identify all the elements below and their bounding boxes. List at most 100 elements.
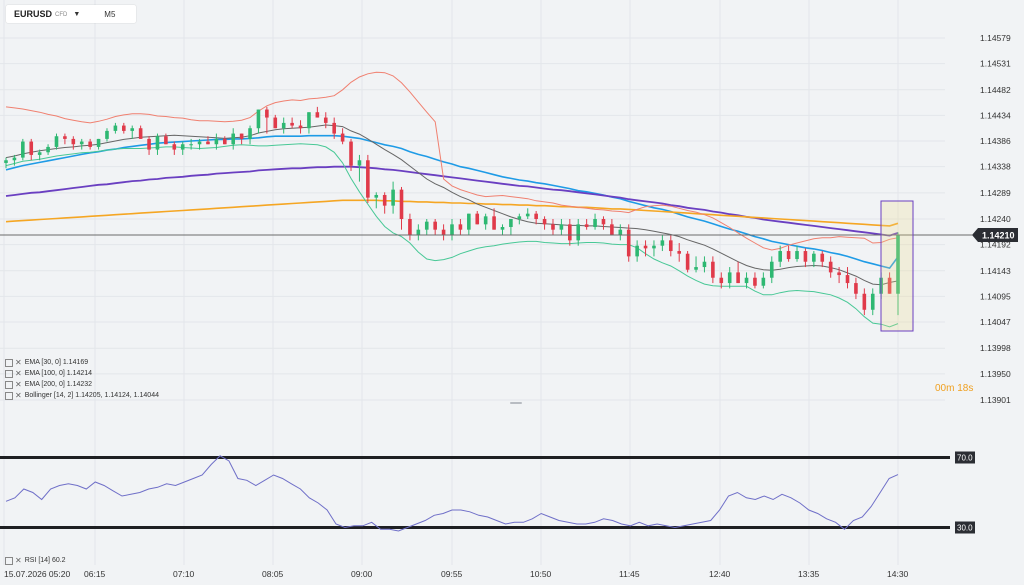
close-icon[interactable]: ✕ [15,358,22,367]
candle-body [660,240,665,246]
price-tick-label: 1.13901 [980,395,1011,405]
candle-body [340,133,345,142]
time-tick-label: 11:45 [619,569,640,579]
current-price-tag [972,228,1018,243]
candle-body [812,253,816,262]
candle-body [458,224,463,230]
time-tick-label: 06:15 [84,569,106,579]
indicator-ema200[interactable]: ✕ EMA [200, 0] 1.14232 [5,379,159,390]
time-tick-label: 09:00 [351,569,373,579]
indicator-line-bollinger-lower [5,143,899,328]
candle-body [37,152,42,155]
settings-icon[interactable] [5,556,13,565]
price-tick-label: 1.14434 [980,110,1011,120]
candle-body [820,253,825,262]
time-tick-label: 12:40 [709,569,731,579]
candle-body [643,245,648,249]
candle-body [399,189,404,219]
symbol-toolbar[interactable]: EURUSD CFD ▼ M5 [6,5,136,23]
settings-icon[interactable] [5,380,13,389]
selection-box [880,200,914,332]
close-icon[interactable]: ✕ [15,369,22,378]
candle-body [845,275,850,284]
candle-body [668,240,673,252]
candle-body [105,130,109,139]
candle-body [332,122,336,134]
rsi-pane: 70.0 30.0 [0,451,975,534]
time-tick-label: 15.07.2026 05:20 [4,569,70,579]
timeframe-selector[interactable]: M5 [104,9,116,19]
candle-body [265,109,269,118]
price-tick-label: 1.13950 [980,369,1011,379]
pane-resize-handle[interactable] [510,402,522,404]
candle-body [424,221,429,230]
rsi-label-text: RSI [14] 60.2 [24,557,66,564]
candle-body [290,122,294,126]
candle-body [500,227,505,230]
time-tick-label: 09:55 [441,569,463,579]
price-tick-label: 1.14386 [980,136,1011,146]
candle-body [4,160,8,163]
candle-body [323,117,328,123]
candle-body [870,293,875,310]
candle-body [753,277,757,286]
indicator-ema100[interactable]: ✕ EMA [100, 0] 1.14214 [5,368,159,379]
close-icon[interactable]: ✕ [15,380,22,389]
candle-body [416,229,421,236]
settings-icon[interactable] [5,358,13,367]
price-tick-label: 1.14531 [980,59,1011,69]
candle-body [483,216,488,225]
candle-body [862,293,867,310]
candle-body [79,141,84,145]
candle-countdown: 00m 18s [935,383,974,394]
indicator-line-bollinger-mid [5,124,899,286]
candle-body [189,144,193,146]
candle-body [248,128,252,139]
candle-body [366,160,370,198]
time-tick-label: 10:50 [530,569,552,579]
candle-body [626,229,631,257]
close-icon[interactable]: ✕ [15,556,22,565]
candle-body [685,253,690,270]
candle-body [702,261,707,268]
candle-body [147,138,151,150]
candle-body [88,141,92,147]
candle-body [172,144,177,150]
price-tick-label: 1.14579 [980,33,1011,43]
candle-body [694,267,698,270]
indicator-ema30[interactable]: ✕ EMA [30, 0] 1.14169 [5,357,159,368]
rsi-legend[interactable]: ✕ RSI [14] 60.2 [5,556,66,565]
candle-body [315,112,320,118]
candle-body [307,112,311,129]
candle-body [467,213,471,230]
rsi-level-tag [955,451,975,464]
symbol-label[interactable]: EURUSD [14,9,53,19]
time-tick-label: 14:30 [887,569,909,579]
candle-body [534,213,538,219]
candle-body [551,224,555,230]
candle-body [63,136,67,139]
candle-body [54,136,59,147]
candle-body [896,235,900,294]
candle-body [214,138,219,145]
candle-body [374,194,379,198]
price-tick-label: 1.14240 [980,214,1011,224]
candle-body [778,251,782,262]
candle-body [795,251,799,260]
settings-icon[interactable] [5,369,13,378]
candle-body [231,133,236,145]
candle-body [525,213,530,217]
settings-icon[interactable] [5,391,13,400]
overlay: 1.14210 [0,200,1018,332]
indicator-bollinger[interactable]: ✕ Bollinger [14, 2] 1.14205, 1.14124, 1.1… [5,390,159,401]
candle-body [887,277,892,294]
chevron-down-icon[interactable]: ▼ [73,10,81,18]
close-icon[interactable]: ✕ [15,391,22,400]
time-tick-label: 08:05 [262,569,284,579]
time-tick-label: 13:35 [798,569,820,579]
candle-body [761,277,766,286]
indicator-legend: ✕ EMA [30, 0] 1.14169 ✕ EMA [100, 0] 1.142… [5,357,159,401]
candles[interactable] [4,106,900,316]
candle-body [281,122,286,129]
